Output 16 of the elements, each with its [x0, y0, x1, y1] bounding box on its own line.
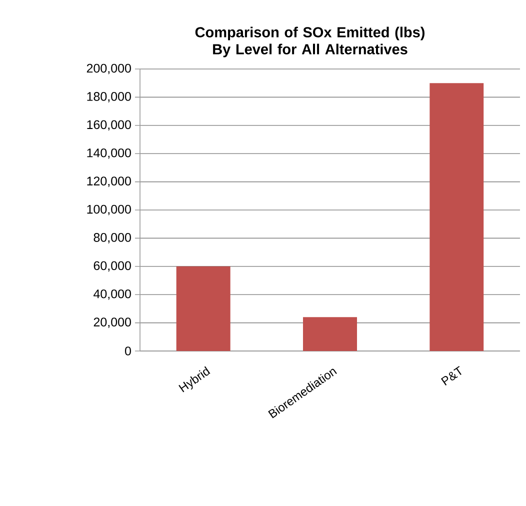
y-tick-label: 140,000 — [87, 148, 131, 159]
chart-title: Comparison of SOx Emitted (lbs) By Level for All Alternatives — [195, 26, 424, 58]
bar — [303, 317, 358, 351]
y-tick-label: 40,000 — [94, 289, 131, 300]
y-tick-label: 200,000 — [86, 64, 131, 74]
y-tick-label: 0 — [125, 346, 131, 356]
y-tick-label: 120,000 — [87, 176, 131, 187]
y-tick-label: 160,000 — [87, 120, 131, 131]
y-tick-label: 80,000 — [94, 233, 131, 244]
y-tick-label: 180,000 — [87, 92, 131, 102]
x-tick-label: P&T — [440, 366, 462, 386]
bar — [176, 266, 230, 351]
y-tick-label: 20,000 — [94, 318, 131, 328]
y-tick-label: 60,000 — [94, 261, 131, 272]
bar — [430, 83, 484, 351]
y-tick-label: 100,000 — [87, 204, 131, 216]
